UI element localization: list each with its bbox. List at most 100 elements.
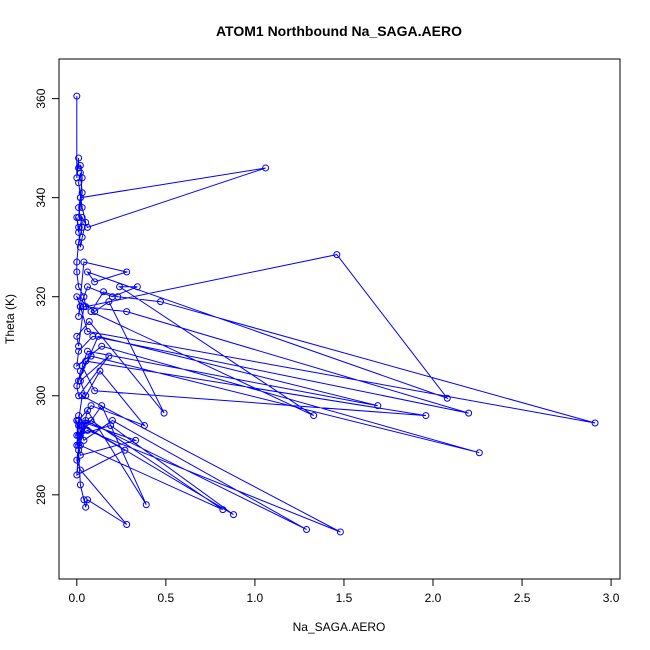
data-point <box>76 466 84 474</box>
data-point <box>123 268 131 276</box>
data-point <box>91 387 99 395</box>
data-point <box>76 169 84 177</box>
data-point <box>591 419 599 427</box>
y-tick-label: 320 <box>34 286 48 306</box>
data-point <box>82 392 90 400</box>
data-point <box>310 412 318 420</box>
data-point <box>75 179 83 187</box>
data-point <box>83 283 91 291</box>
data-point <box>108 417 116 425</box>
x-tick-label: 1.0 <box>247 591 264 605</box>
data-point <box>75 223 83 231</box>
x-tick-label: 3.0 <box>603 591 620 605</box>
data-point <box>73 332 81 340</box>
data-point <box>73 213 81 221</box>
data-point <box>374 402 382 410</box>
data-point <box>80 496 88 504</box>
data-point <box>76 451 84 459</box>
data-point <box>443 394 451 402</box>
data-point <box>75 392 83 400</box>
y-tick-label: 300 <box>34 385 48 405</box>
series-line <box>75 96 596 533</box>
data-point <box>75 283 83 291</box>
data-point <box>82 218 90 226</box>
data-point <box>83 268 91 276</box>
data-point <box>465 409 473 417</box>
data-point <box>100 288 108 296</box>
data-point <box>80 436 88 444</box>
data-point <box>76 426 84 434</box>
data-point <box>73 456 81 464</box>
data-point <box>76 303 84 311</box>
data-point <box>230 511 238 519</box>
data-point <box>219 506 227 514</box>
data-point <box>132 436 140 444</box>
data-point <box>91 308 99 316</box>
data-point <box>160 409 168 417</box>
y-axis: 280 300 320 340 360 <box>34 88 60 505</box>
data-point <box>336 528 344 536</box>
data-point <box>94 332 102 340</box>
data-point <box>80 303 88 311</box>
data-point <box>78 204 86 212</box>
data-point <box>96 367 104 375</box>
data-point <box>303 525 311 533</box>
data-point <box>73 174 81 182</box>
data-point <box>83 223 91 231</box>
data-point <box>78 421 86 429</box>
data-point <box>91 278 99 286</box>
data-layer <box>73 92 599 536</box>
data-point <box>87 308 95 316</box>
data-point <box>76 481 84 489</box>
data-point <box>76 194 84 202</box>
data-point <box>73 92 81 100</box>
data-point <box>87 352 95 360</box>
data-point <box>75 342 83 350</box>
x-axis: 0.0 0.5 1.0 1.5 2.0 2.5 3.0 <box>68 578 620 605</box>
x-tick-label: 2.5 <box>514 591 531 605</box>
data-point <box>73 471 81 479</box>
data-point <box>75 238 83 246</box>
data-point <box>107 421 115 429</box>
data-point <box>83 426 91 434</box>
data-point <box>73 258 81 266</box>
data-point <box>73 293 81 301</box>
data-point <box>157 298 165 306</box>
data-point <box>83 496 91 504</box>
data-point <box>73 431 81 439</box>
data-point <box>73 382 81 390</box>
data-point <box>78 213 86 221</box>
data-point <box>80 258 88 266</box>
data-point <box>78 392 86 400</box>
data-point <box>83 327 91 335</box>
data-point <box>75 228 83 236</box>
data-point <box>75 412 83 420</box>
x-tick-label: 0.0 <box>68 591 85 605</box>
x-axis-label: Na_SAGA.AERO <box>293 620 386 634</box>
data-point <box>75 154 83 162</box>
data-point <box>78 362 86 370</box>
y-tick-label: 340 <box>34 187 48 207</box>
data-point <box>82 417 90 425</box>
data-point <box>140 421 148 429</box>
data-point <box>76 367 84 375</box>
data-point <box>76 243 84 251</box>
data-point <box>121 446 129 454</box>
data-point <box>82 503 90 511</box>
data-point <box>142 501 150 509</box>
data-point <box>116 283 124 291</box>
data-point <box>78 189 86 197</box>
data-point <box>98 342 106 350</box>
data-point <box>78 174 86 182</box>
data-point <box>73 362 81 370</box>
data-point <box>83 347 91 355</box>
data-point <box>75 421 83 429</box>
chart-title: ATOM1 Northbound Na_SAGA.AERO <box>216 23 462 39</box>
data-point <box>475 449 483 457</box>
data-point <box>73 417 81 425</box>
data-point <box>123 308 131 316</box>
data-point <box>76 161 84 169</box>
data-point <box>89 332 97 340</box>
data-point <box>333 251 341 259</box>
